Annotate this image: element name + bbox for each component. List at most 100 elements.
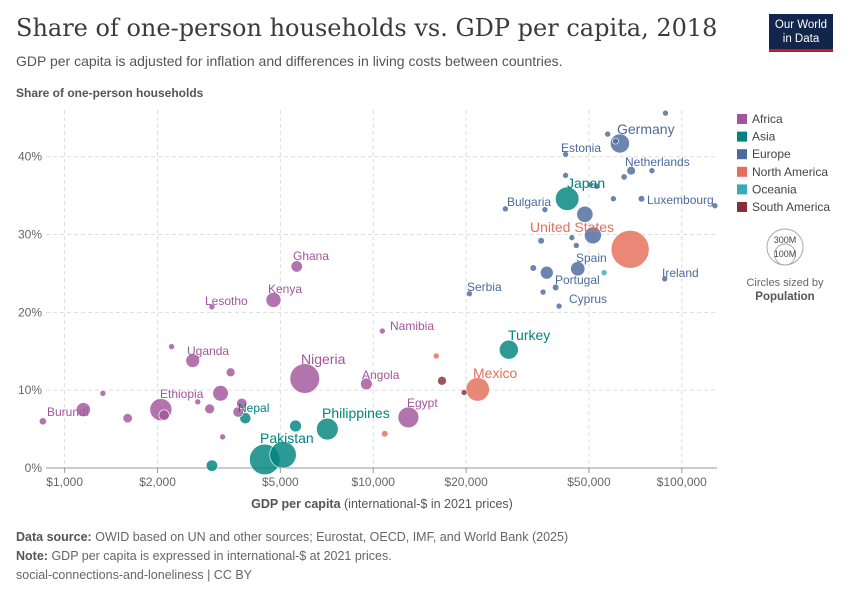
data-point-cyprus [555, 302, 563, 310]
data-point [99, 389, 107, 397]
data-point-japan [555, 186, 580, 211]
point-label-angola: Angola [362, 368, 400, 382]
logo-line-2: in Data [782, 33, 820, 45]
data-point [541, 206, 549, 213]
y-tick-label: 0% [25, 461, 43, 475]
data-point-mexico [465, 377, 490, 402]
data-point-burundi [38, 417, 47, 426]
data-point-kenya [265, 292, 282, 308]
point-label-burundi: Burundi [47, 405, 88, 419]
legend: Africa Asia Europe North America Oceania Sout… [737, 112, 830, 214]
point-label-egypt: Egypt [407, 396, 438, 410]
data-point [432, 352, 440, 360]
data-point [168, 343, 175, 350]
source-text: OWID based on UN and other sources; Euro… [95, 530, 569, 544]
data-point [573, 242, 580, 249]
x-tick-label: $2,000 [139, 475, 176, 489]
note-text: GDP per capita is expressed in internati… [51, 549, 392, 563]
size-legend: 300M 100M Circles sized by Population [746, 228, 824, 303]
data-point [568, 234, 576, 241]
data-point [76, 402, 91, 417]
data-point [236, 397, 248, 409]
legend-swatch [737, 114, 747, 124]
data-point-angola [360, 377, 373, 391]
point-labels: Burundi Ethiopia Uganda Lesotho Kenya Ghana Ni… [47, 121, 714, 446]
x-axis-title: GDP per capita (international-$ in 2021 … [251, 497, 513, 511]
point-label-spain: Spain [576, 251, 607, 265]
x-axis-title-main: GDP per capita [251, 497, 341, 511]
chart-subtitle: GDP per capita is adjusted for inflation… [16, 53, 563, 69]
data-point-philippines [316, 417, 339, 441]
data-point-netherlands [626, 166, 636, 176]
data-point-egypt [397, 406, 420, 429]
data-point [586, 181, 594, 189]
y-axis-title: Share of one-person households [16, 86, 204, 100]
y-tick-label: 30% [18, 228, 42, 242]
data-point [205, 459, 218, 472]
data-point-namibia [379, 327, 386, 335]
point-label-portugal: Portugal [555, 273, 600, 287]
x-tick-label: $10,000 [352, 475, 396, 489]
data-point [562, 172, 569, 179]
data-point [212, 385, 229, 402]
data-point-estonia [562, 151, 569, 158]
owid-logo[interactable]: Our World in Data [769, 14, 833, 52]
legend-label: North America [752, 165, 828, 179]
point-label-netherlands: Netherlands [625, 155, 690, 169]
point-label-bulgaria: Bulgaria [507, 195, 551, 209]
footer: Data source: OWID based on UN and other … [16, 528, 568, 585]
data-point-luxembourg [711, 202, 719, 210]
point-label-philippines: Philippines [322, 405, 390, 421]
note-label: Note: [16, 549, 48, 563]
data-point [289, 419, 302, 433]
x-tick-label: $1,000 [46, 475, 83, 489]
source-label: Data source: [16, 530, 92, 544]
point-label-mexico: Mexico [473, 365, 518, 381]
x-tick-label: $20,000 [444, 475, 488, 489]
legend-swatch [737, 166, 747, 177]
data-point [637, 195, 646, 203]
data-point [539, 265, 554, 280]
point-label-turkey: Turkey [508, 327, 550, 343]
point-label-united-states: United States [530, 219, 614, 235]
data-point [610, 195, 617, 203]
data-point [460, 389, 468, 396]
data-point [437, 376, 447, 386]
data-point [269, 441, 297, 469]
legend-swatch [737, 202, 747, 212]
size-legend-small-label: 100M [774, 249, 797, 259]
data-point-united-states [610, 230, 650, 269]
data-point [219, 433, 226, 441]
point-label-serbia: Serbia [467, 280, 502, 294]
size-legend-large-label: 300M [774, 235, 797, 245]
point-label-pakistan: Pakistan [260, 430, 314, 446]
logo-line-1: Our World [774, 19, 828, 31]
data-points [38, 109, 719, 476]
x-tick-label: $5,000 [262, 475, 299, 489]
data-point [194, 398, 202, 406]
x-tick-label: $50,000 [567, 475, 611, 489]
legend-swatch [737, 131, 747, 142]
point-label-luxembourg: Luxembourg [647, 193, 714, 207]
data-point [662, 109, 669, 117]
data-point [648, 167, 656, 175]
point-label-nigeria: Nigeria [301, 351, 346, 367]
x-axis-title-suffix: (international-$ in 2021 prices) [341, 497, 513, 511]
data-point [537, 237, 545, 245]
legend-label: Africa [752, 112, 783, 126]
legend-label: Oceania [752, 182, 797, 196]
data-point-uganda [185, 353, 200, 368]
data-point-portugal [552, 283, 560, 292]
point-label-kenya: Kenya [268, 282, 302, 296]
data-point [204, 403, 215, 415]
legend-label: Europe [752, 147, 791, 161]
point-label-ireland: Ireland [662, 266, 699, 280]
point-label-lesotho: Lesotho [205, 294, 248, 308]
data-point-bulgaria [502, 205, 509, 213]
data-point-serbia [466, 290, 473, 297]
data-point-ireland [661, 275, 669, 283]
data-point [122, 413, 133, 424]
point-label-japan: Japan [567, 175, 605, 191]
license-line[interactable]: social-connections-and-loneliness | CC B… [16, 568, 252, 582]
